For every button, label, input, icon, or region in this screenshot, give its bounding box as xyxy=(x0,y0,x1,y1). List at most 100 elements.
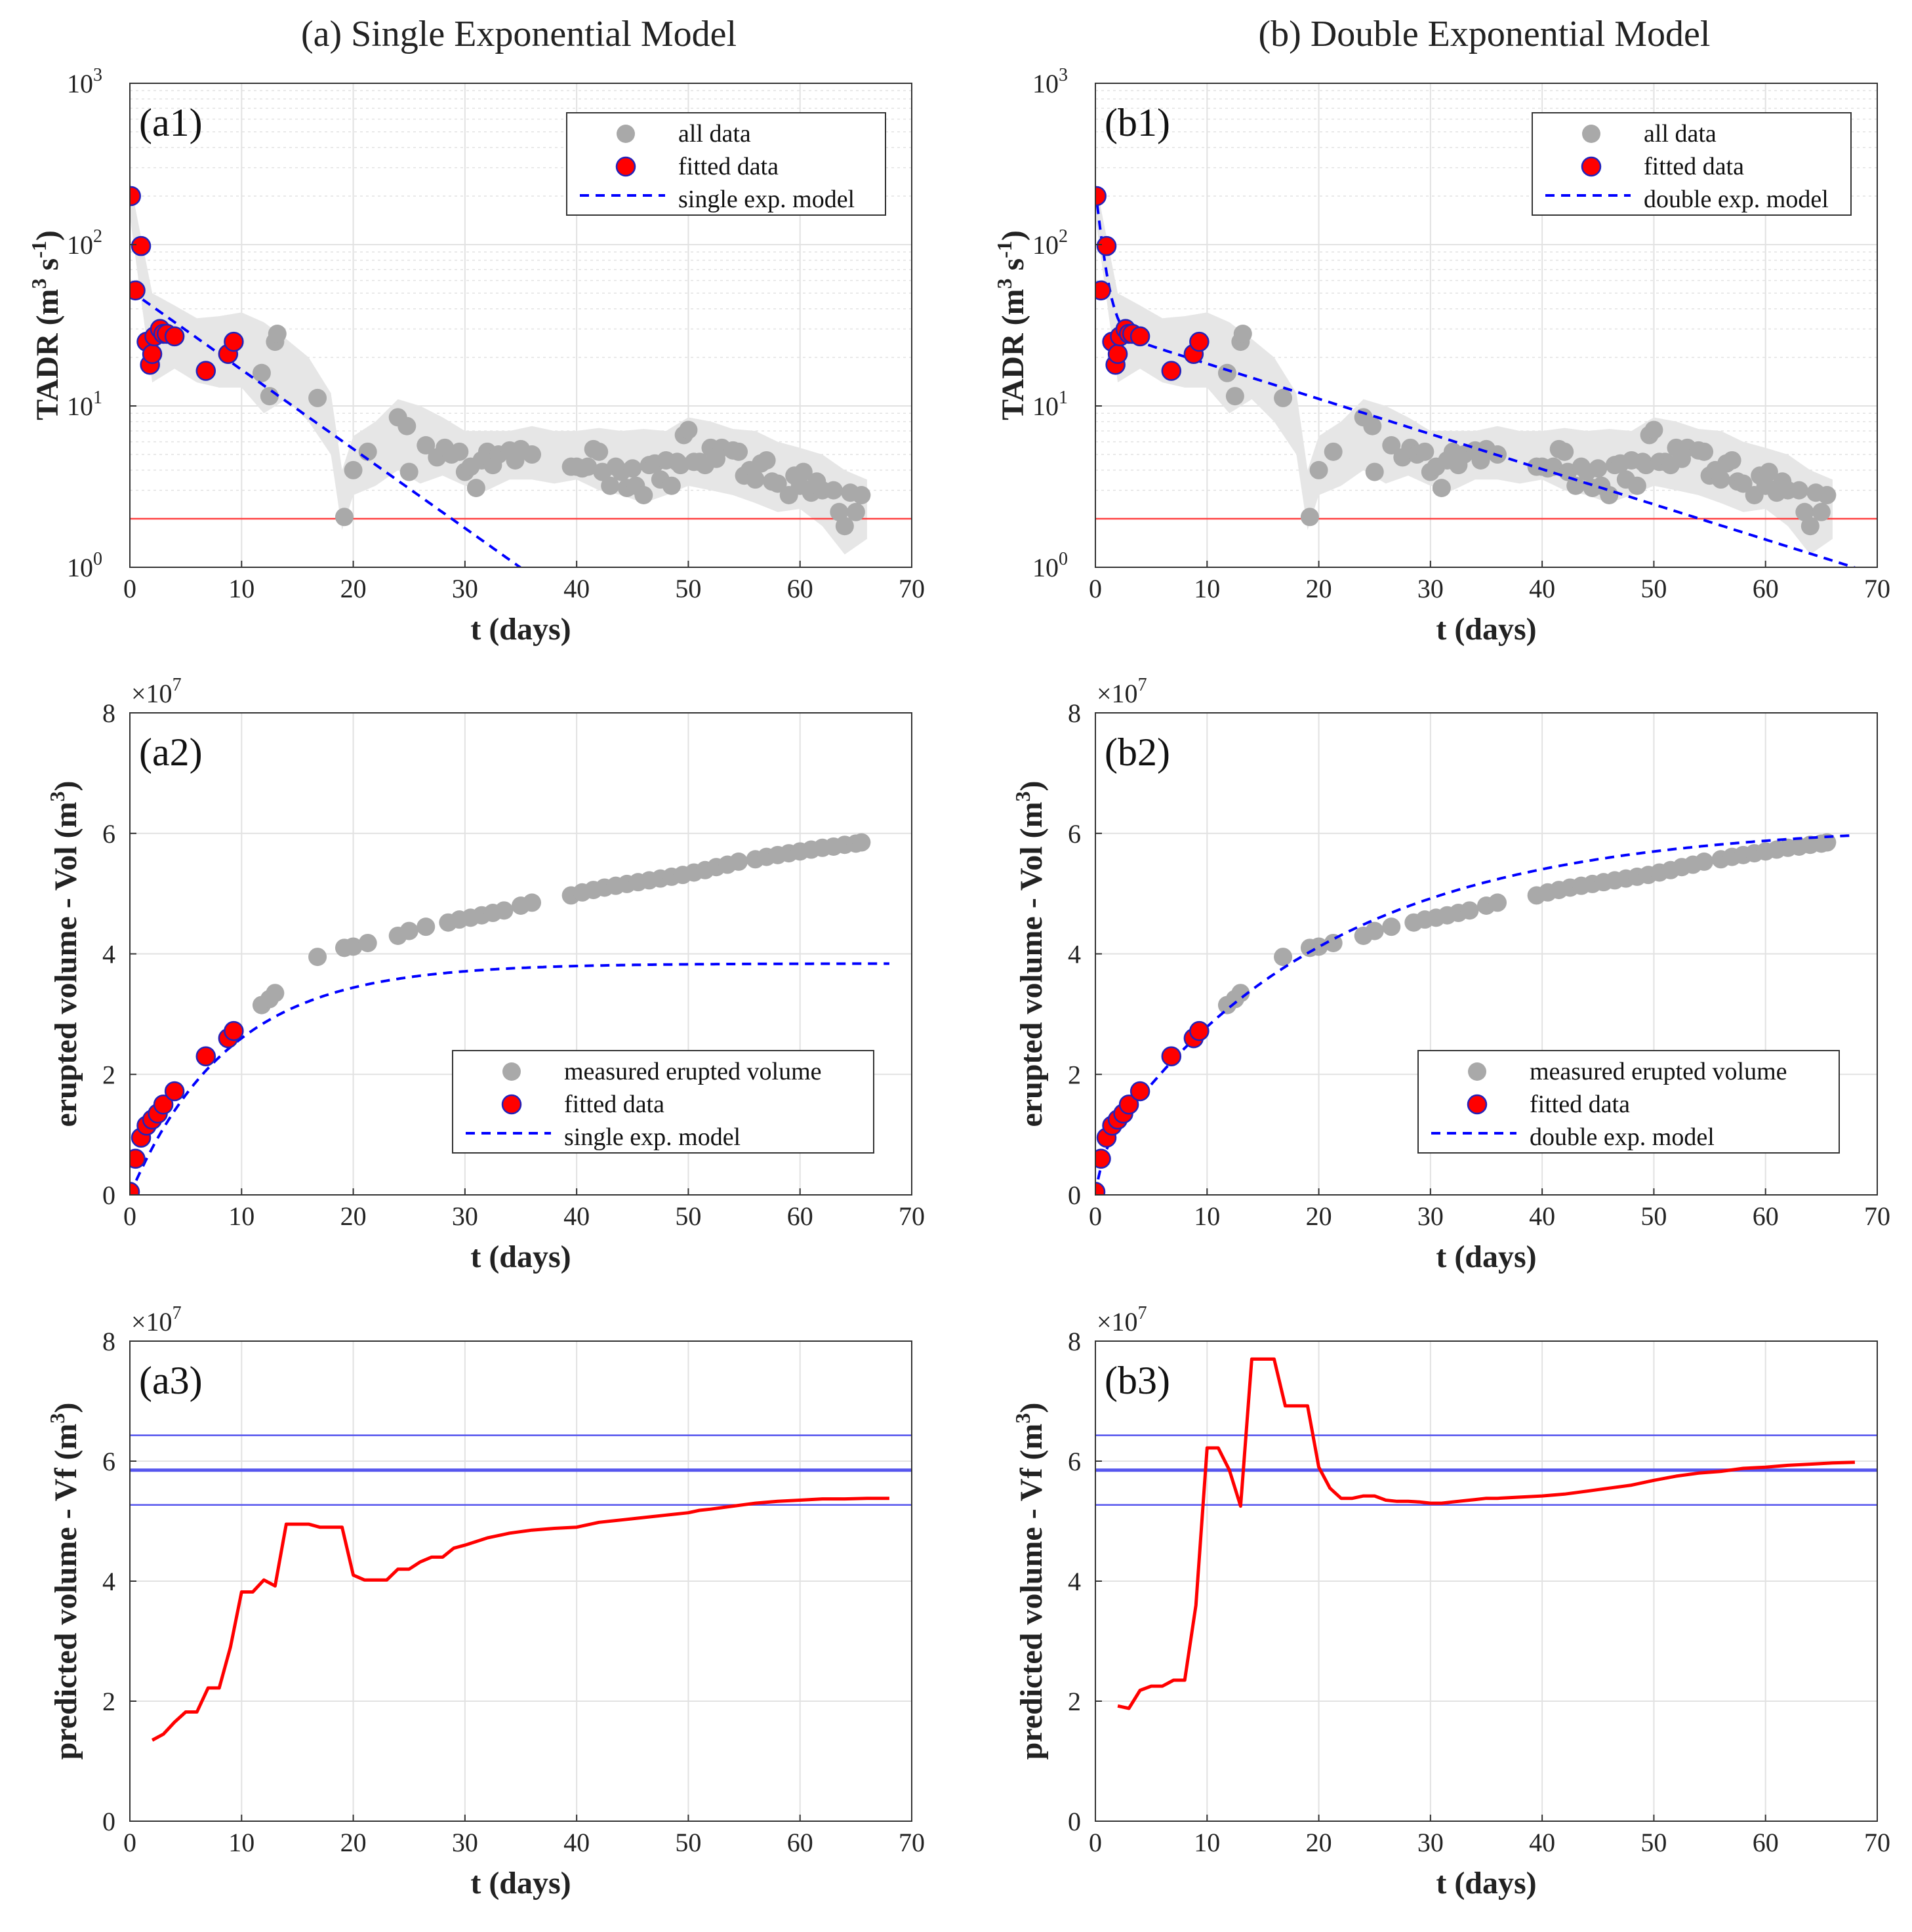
data-point xyxy=(1324,933,1343,952)
y-tick-label: 2 xyxy=(1068,1687,1081,1716)
data-point xyxy=(308,948,327,967)
predicted-volume-line xyxy=(151,1497,889,1742)
ylabel-end: ) xyxy=(49,1403,83,1413)
data-point xyxy=(344,937,363,956)
panel-label: (a3) xyxy=(139,1359,203,1402)
y-axis-label: erupted volume - Vol (m3) xyxy=(1011,781,1049,1127)
fitted-point xyxy=(131,235,152,256)
fitted-points xyxy=(1095,1020,1210,1195)
data-point xyxy=(1415,442,1434,461)
plot-area xyxy=(1095,833,1855,1195)
model-curve xyxy=(130,962,889,1195)
x-tick-label: 0 xyxy=(1089,1828,1102,1857)
x-tick-label: 0 xyxy=(123,574,136,603)
panel-label: (b1) xyxy=(1105,101,1170,144)
x-tick-label: 10 xyxy=(228,1828,254,1857)
y-axis-label: predicted volume - Vf (m3) xyxy=(45,1403,83,1760)
tick-base: 10 xyxy=(1032,230,1059,260)
x-tick-label: 10 xyxy=(1194,1201,1220,1231)
data-point xyxy=(399,921,418,940)
y-axis-label: TADR (m3 s-1) xyxy=(992,230,1030,420)
legend-red-marker xyxy=(1581,156,1602,177)
fitted-point xyxy=(130,280,146,301)
tick-base: 10 xyxy=(1032,392,1059,421)
fitted-point xyxy=(164,326,185,347)
fitted-points xyxy=(1095,186,1210,381)
tick-base: 10 xyxy=(67,392,93,421)
tick-exponent: 3 xyxy=(93,65,102,85)
x-tick-label: 40 xyxy=(563,1201,590,1231)
x-tick-label: 30 xyxy=(452,1201,478,1231)
fitted-point xyxy=(1129,326,1150,347)
fitted-point xyxy=(1129,1081,1150,1102)
axis-multiplier: ×107 xyxy=(1097,1303,1147,1337)
y-tick-label: 103 xyxy=(67,65,102,98)
x-tick-label: 0 xyxy=(1089,1201,1102,1231)
x-tick-label: 70 xyxy=(899,1828,925,1857)
data-point xyxy=(1363,416,1382,435)
fitted-point xyxy=(130,1148,146,1169)
fitted-points xyxy=(130,186,244,381)
x-tick-label: 0 xyxy=(123,1828,136,1857)
legend-entry: fitted data xyxy=(678,153,779,180)
data-point xyxy=(1644,420,1663,439)
data-point xyxy=(601,476,620,495)
data-point xyxy=(1711,470,1730,489)
x-tick-label: 60 xyxy=(787,1828,813,1857)
legend-entry: all data xyxy=(678,120,751,148)
data-point xyxy=(1365,921,1384,940)
axes-box xyxy=(129,83,912,568)
data-point xyxy=(1324,442,1343,461)
data-point xyxy=(1812,502,1831,521)
ylabel-main: erupted volume - Vol (m xyxy=(1014,801,1049,1127)
legend-entry: fitted data xyxy=(1644,153,1744,180)
column-title-a: (a) Single Exponential Model xyxy=(301,14,737,54)
y-tick-label: 103 xyxy=(1032,65,1068,98)
ylabel-main: TADR (m xyxy=(996,289,1030,420)
data-point xyxy=(824,481,843,500)
x-tick-label: 60 xyxy=(1753,1828,1779,1857)
gridlines xyxy=(1095,1341,1877,1821)
data-point xyxy=(794,462,813,481)
data-point xyxy=(1309,460,1328,479)
tick-exponent: 2 xyxy=(1059,226,1068,247)
data-point xyxy=(1274,948,1293,967)
legend-gray-marker xyxy=(1468,1062,1486,1081)
x-tick-label: 20 xyxy=(1306,1828,1332,1857)
data-point xyxy=(768,474,787,493)
multiplier-base: ×10 xyxy=(1097,679,1138,708)
data-point xyxy=(634,485,653,504)
plot-area xyxy=(130,1434,912,1742)
x-tick-label: 60 xyxy=(787,1201,813,1231)
x-axis-label: t (days) xyxy=(1436,1239,1536,1274)
ylabel-end: ) xyxy=(1014,1403,1049,1413)
legend-entry: all data xyxy=(1644,120,1717,148)
data-point xyxy=(1695,852,1714,871)
ylabel-superscript: 3 xyxy=(27,278,51,289)
legend-entry: single exp. model xyxy=(678,186,855,213)
legend-gray-marker xyxy=(1582,125,1600,143)
data-point xyxy=(1555,442,1574,461)
y-tick-label: 2 xyxy=(1068,1060,1081,1089)
y-tick-label: 102 xyxy=(67,226,102,260)
x-tick-label: 70 xyxy=(1864,574,1890,603)
panel-label: (b2) xyxy=(1105,731,1170,774)
x-tick-label: 50 xyxy=(1640,1201,1667,1231)
x-tick-label: 50 xyxy=(675,574,701,603)
model-curve xyxy=(1095,834,1855,1195)
panel-b2: 0 10 20 30 40 50 60 70 0 2 4 6 8 ×107 t (days) erupted … xyxy=(1011,675,1890,1274)
legend-red-marker xyxy=(1467,1094,1488,1115)
y-axis-label: TADR (m3 s-1) xyxy=(27,230,65,420)
data-point xyxy=(1722,451,1741,470)
data-point xyxy=(260,387,279,406)
data-point xyxy=(1300,508,1319,527)
fitted-point xyxy=(224,1020,244,1041)
tick-exponent: 0 xyxy=(93,549,102,569)
fitted-point xyxy=(1189,1020,1210,1041)
ylabel-mid: s xyxy=(996,258,1030,279)
data-point xyxy=(729,852,748,871)
data-point xyxy=(1734,474,1753,493)
data-point xyxy=(679,420,698,439)
data-point xyxy=(1225,387,1244,406)
x-tick-label: 60 xyxy=(787,574,813,603)
